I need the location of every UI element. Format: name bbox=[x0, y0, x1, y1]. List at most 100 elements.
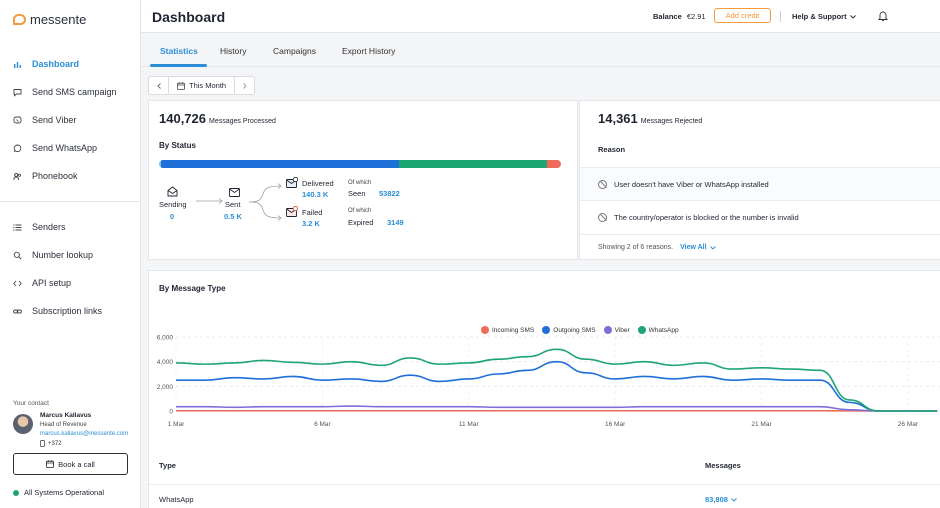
sidebar-item-label: API setup bbox=[32, 278, 72, 288]
reason-text: The country/operator is blocked or the n… bbox=[614, 212, 799, 222]
y-tick-label: 0 bbox=[169, 409, 173, 416]
sending-value: 0 bbox=[170, 212, 175, 221]
rejected-label: Messages Rejected bbox=[640, 118, 703, 125]
status-bar-segment bbox=[159, 160, 162, 168]
sidebar-item-send-sms[interactable]: Send SMS campaign bbox=[0, 78, 141, 106]
avatar bbox=[13, 414, 33, 434]
status-dot-icon bbox=[13, 489, 19, 496]
legend-swatch bbox=[637, 326, 646, 334]
sidebar-item-senders[interactable]: Senders bbox=[0, 213, 141, 241]
tab-export-history[interactable]: Export History bbox=[342, 46, 396, 56]
ban-icon bbox=[598, 179, 607, 189]
legend-swatch bbox=[481, 326, 489, 334]
calendar-icon bbox=[46, 460, 55, 468]
chevron-down-icon bbox=[849, 14, 856, 19]
type-column-header: Type bbox=[159, 461, 176, 470]
help-support-menu[interactable]: Help & Support bbox=[792, 12, 856, 21]
envelope-icon bbox=[229, 188, 240, 197]
legend-label: WhatsApp bbox=[648, 326, 679, 334]
series-line-outgoing-sms bbox=[175, 360, 938, 412]
message-type-line-chart: 6,000 4,000 2,000 0 1 Mar 6 Mar 11 Mar 16 Mar 21… bbox=[157, 335, 940, 428]
processed-count: 140,726 bbox=[159, 111, 206, 126]
people-icon bbox=[13, 172, 22, 181]
tab-statistics[interactable]: Statistics bbox=[160, 46, 198, 56]
processed-label: Messages Processed bbox=[209, 118, 276, 125]
sidebar-item-label: Subscription links bbox=[32, 306, 103, 316]
contact-name: Marcus Kallavus bbox=[40, 412, 92, 419]
y-tick-label: 2,000 bbox=[157, 384, 174, 391]
chat-bubble-icon bbox=[13, 88, 22, 97]
chart-legend: Incoming SMS Outgoing SMS Viber WhatsApp bbox=[481, 326, 679, 334]
page-title: Dashboard bbox=[152, 9, 226, 25]
brand-logo[interactable]: messente bbox=[13, 12, 86, 27]
chevron-left-icon bbox=[156, 82, 161, 89]
help-support-label: Help & Support bbox=[792, 12, 847, 21]
by-status-title: By Status bbox=[159, 141, 196, 150]
status-progress-bar bbox=[159, 160, 561, 168]
x-tick-label: 1 Mar bbox=[168, 421, 185, 428]
link-icon bbox=[13, 307, 22, 316]
list-icon bbox=[13, 223, 22, 232]
contact-email-link[interactable]: marcus.kallavus@messente.com bbox=[40, 431, 129, 437]
system-status-label: All Systems Operational bbox=[24, 488, 105, 497]
processed-card: 140,726 Messages Processed By Status Sen… bbox=[148, 100, 578, 260]
failed-value: 3.2 K bbox=[302, 219, 320, 228]
type-cell: WhatsApp bbox=[159, 495, 194, 504]
next-period-button[interactable] bbox=[235, 77, 254, 94]
x-tick-label: 26 Mar bbox=[898, 421, 919, 428]
contact-phone-number[interactable]: +372 bbox=[48, 440, 62, 447]
legend-item[interactable]: Viber bbox=[603, 326, 630, 334]
view-all-link[interactable]: View All bbox=[680, 244, 716, 251]
status-bar-segment bbox=[547, 160, 561, 168]
sidebar-item-number-lookup[interactable]: Number lookup bbox=[0, 241, 141, 269]
book-call-label: Book a call bbox=[58, 459, 95, 469]
tab-campaigns[interactable]: Campaigns bbox=[273, 46, 316, 56]
x-tick-label: 11 Mar bbox=[459, 421, 480, 428]
y-tick-label: 4,000 bbox=[157, 359, 174, 366]
legend-item[interactable]: Outgoing SMS bbox=[542, 326, 596, 334]
x-tick-label: 6 Mar bbox=[314, 421, 331, 428]
sidebar-item-label: Send WhatsApp bbox=[32, 143, 98, 153]
messages-cell[interactable]: 83,808 bbox=[705, 495, 737, 504]
by-message-type-title: By Message Type bbox=[159, 284, 226, 293]
date-range-dropdown[interactable]: This Month bbox=[168, 77, 236, 94]
sidebar: messente Dashboard Send SMS campaign Sen… bbox=[0, 0, 141, 508]
main-nav: Dashboard Send SMS campaign Send Viber S… bbox=[0, 50, 141, 190]
viber-icon bbox=[13, 116, 22, 125]
sidebar-item-api-setup[interactable]: API setup bbox=[0, 269, 141, 297]
balance-label: Balance bbox=[653, 12, 682, 21]
book-call-button[interactable]: Book a call bbox=[13, 453, 128, 475]
delivered-value: 140.3 K bbox=[302, 190, 329, 199]
legend-swatch bbox=[603, 326, 612, 334]
failed-envelope-icon bbox=[286, 206, 298, 217]
date-range-label: This Month bbox=[189, 81, 227, 90]
sidebar-item-label: Senders bbox=[32, 222, 66, 232]
sidebar-item-dashboard[interactable]: Dashboard bbox=[0, 50, 141, 78]
legend-item[interactable]: Incoming SMS bbox=[481, 326, 534, 334]
sidebar-item-phonebook[interactable]: Phonebook bbox=[0, 162, 141, 190]
sidebar-item-subscription-links[interactable]: Subscription links bbox=[0, 297, 141, 325]
sidebar-item-send-viber[interactable]: Send Viber bbox=[0, 106, 141, 134]
prev-period-button[interactable] bbox=[149, 77, 168, 94]
branch-arrows-icon bbox=[249, 183, 282, 221]
messente-logo-icon bbox=[13, 14, 26, 25]
calendar-icon bbox=[177, 81, 185, 90]
secondary-nav: Senders Number lookup API setup Subscrip… bbox=[0, 213, 141, 325]
reason-row: User doesn't have Viber or WhatsApp inst… bbox=[580, 167, 940, 200]
balance-value: €2.91 bbox=[686, 12, 706, 21]
system-status[interactable]: All Systems Operational bbox=[13, 488, 104, 497]
table-row[interactable]: WhatsApp 83,808 bbox=[149, 484, 940, 508]
tab-history[interactable]: History bbox=[220, 46, 247, 56]
legend-item[interactable]: WhatsApp bbox=[637, 326, 679, 334]
y-tick-label: 6,000 bbox=[157, 335, 174, 342]
brand-name: messente bbox=[30, 12, 87, 27]
sidebar-item-send-whatsapp[interactable]: Send WhatsApp bbox=[0, 134, 141, 162]
bell-icon[interactable] bbox=[878, 10, 888, 22]
date-range-selector: This Month bbox=[148, 76, 256, 95]
expired-label: Expired bbox=[348, 218, 374, 227]
code-icon bbox=[13, 279, 22, 288]
expired-value: 3149 bbox=[387, 218, 404, 227]
rejected-card: 14,361 Messages Rejected Reason User doe… bbox=[579, 100, 940, 260]
add-credit-button[interactable]: Add credit bbox=[714, 8, 771, 23]
reasons-footer: Showing 2 of 6 reasons. View All bbox=[580, 234, 940, 260]
